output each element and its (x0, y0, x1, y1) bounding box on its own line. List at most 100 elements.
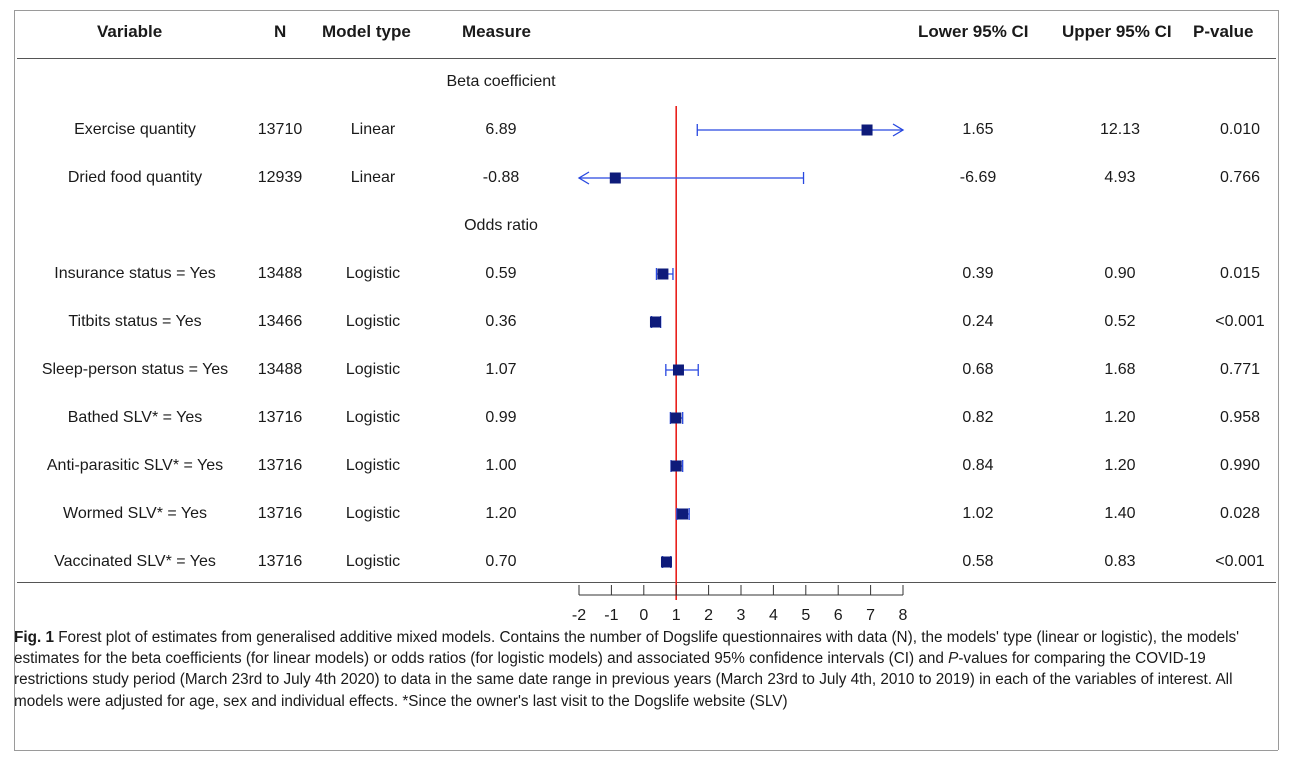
row-variable: Sleep-person status = Yes (41, 361, 229, 378)
row-p-value: 0.010 (1219, 121, 1261, 138)
estimate-marker (861, 124, 873, 136)
row-model-type: Linear (350, 169, 396, 186)
row-measure: 1.00 (485, 457, 517, 474)
row-measure: 0.36 (485, 313, 517, 330)
row-p-value: 0.771 (1219, 361, 1261, 378)
row-model-type: Linear (350, 121, 396, 138)
row-n: 13488 (257, 265, 303, 282)
row-n: 13716 (257, 409, 303, 426)
x-tick-label: 7 (866, 607, 875, 620)
frame-top-border (14, 10, 1278, 11)
row-upper-ci: 1.68 (1104, 361, 1136, 378)
estimate-marker (672, 364, 684, 376)
row-p-value: <0.001 (1215, 553, 1265, 570)
row-model-type: Logistic (345, 313, 401, 330)
x-tick-label: 0 (639, 607, 648, 620)
header-rule (17, 58, 1276, 59)
row-lower-ci: 0.58 (962, 553, 994, 570)
estimate-marker (660, 556, 672, 568)
row-lower-ci: 0.82 (962, 409, 994, 426)
row-model-type: Logistic (345, 361, 401, 378)
row-lower-ci: 0.84 (962, 457, 994, 474)
row-measure: -0.88 (482, 169, 520, 186)
row-measure: 1.20 (485, 505, 517, 522)
x-tick-label: 8 (899, 607, 908, 620)
row-lower-ci: 1.65 (962, 121, 994, 138)
row-p-value: 0.958 (1219, 409, 1261, 426)
row-upper-ci: 1.20 (1104, 409, 1136, 426)
row-n: 13466 (257, 313, 303, 330)
row-upper-ci: 1.20 (1104, 457, 1136, 474)
row-measure: 0.99 (485, 409, 517, 426)
row-model-type: Logistic (345, 265, 401, 282)
row-measure: 1.07 (485, 361, 517, 378)
row-variable: Wormed SLV* = Yes (63, 505, 207, 522)
row-n: 12939 (257, 169, 303, 186)
row-n: 13716 (257, 553, 303, 570)
row-lower-ci: 0.39 (962, 265, 994, 282)
row-upper-ci: 0.90 (1104, 265, 1136, 282)
row-variable: Dried food quantity (67, 169, 203, 186)
row-p-value: 0.990 (1219, 457, 1261, 474)
row-variable: Titbits status = Yes (68, 313, 202, 330)
row-upper-ci: 4.93 (1104, 169, 1136, 186)
header-variable: Variable (97, 22, 163, 41)
row-upper-ci: 0.83 (1104, 553, 1136, 570)
caption-italic-p: P (948, 650, 959, 668)
row-n: 13710 (257, 121, 303, 138)
row-lower-ci: 1.02 (962, 505, 994, 522)
header-measure: Measure (462, 22, 531, 41)
x-tick-label: 5 (801, 607, 810, 620)
row-model-type: Logistic (345, 457, 401, 474)
estimate-marker (677, 508, 689, 520)
x-tick-label: 4 (769, 607, 778, 620)
row-n: 13488 (257, 361, 303, 378)
estimate-marker (670, 412, 682, 424)
header-n: N (274, 22, 287, 41)
row-p-value: 0.015 (1219, 265, 1261, 282)
section-label-beta: Beta coefficient (446, 73, 556, 90)
ci-arrow-left (577, 171, 590, 185)
header-lower-ci: Lower 95% CI (918, 22, 1029, 41)
header-p-value: P-value (1193, 22, 1254, 41)
header-upper-ci: Upper 95% CI (1062, 22, 1172, 41)
row-n: 13716 (257, 505, 303, 522)
row-measure: 6.89 (485, 121, 517, 138)
row-upper-ci: 1.40 (1104, 505, 1136, 522)
x-tick-label: -2 (572, 607, 586, 620)
row-p-value: 0.028 (1219, 505, 1261, 522)
ci-arrow-right (892, 123, 905, 137)
row-measure: 0.70 (485, 553, 517, 570)
caption-text-part-2: -values for comparing the COVID-19 restr… (14, 650, 1233, 710)
row-lower-ci: 0.24 (962, 313, 994, 330)
row-variable: Bathed SLV* = Yes (67, 409, 203, 426)
section-label-odds: Odds ratio (464, 217, 538, 234)
frame-left-border (14, 10, 15, 750)
row-variable: Vaccinated SLV* = Yes (54, 553, 216, 570)
x-tick-label: 2 (704, 607, 713, 620)
header-model-type: Model type (322, 22, 411, 41)
estimate-marker (649, 316, 661, 328)
row-upper-ci: 12.13 (1099, 121, 1141, 138)
row-p-value: <0.001 (1215, 313, 1265, 330)
estimate-marker (657, 268, 669, 280)
caption-figure-label: Fig. 1 (14, 629, 54, 646)
forest-plot: -2 -1 0 1 2 3 4 5 6 7 8 (572, 106, 908, 620)
table-bottom-rule (17, 582, 1276, 583)
row-lower-ci: 0.68 (962, 361, 994, 378)
row-model-type: Logistic (345, 553, 401, 570)
row-upper-ci: 0.52 (1104, 313, 1136, 330)
x-tick-label: -1 (604, 607, 618, 620)
frame-bottom-border (14, 750, 1278, 751)
figure-caption: Fig. 1 Forest plot of estimates from gen… (14, 627, 1276, 712)
row-p-value: 0.766 (1219, 169, 1261, 186)
row-lower-ci: -6.69 (959, 169, 997, 186)
row-variable: Anti-parasitic SLV* = Yes (46, 457, 224, 474)
row-n: 13716 (257, 457, 303, 474)
row-model-type: Logistic (345, 505, 401, 522)
frame-right-border (1278, 10, 1279, 750)
x-tick-label: 6 (834, 607, 843, 620)
x-tick-label: 3 (737, 607, 746, 620)
estimate-marker (609, 172, 621, 184)
